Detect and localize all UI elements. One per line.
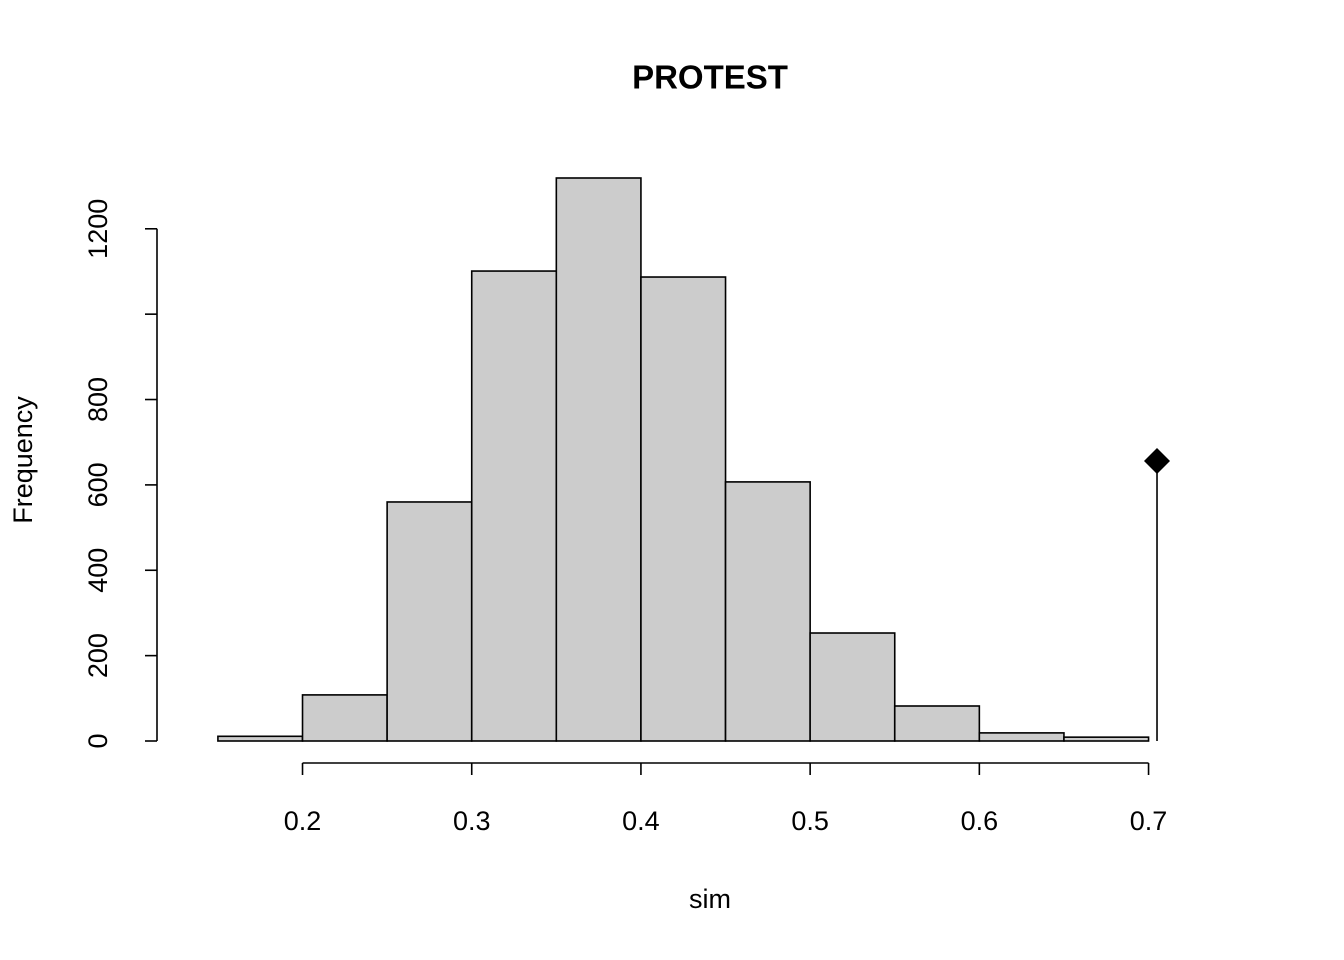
bar	[470, 270, 558, 742]
bar	[217, 735, 304, 742]
x-tick-label: 0.5	[791, 806, 829, 836]
bar	[386, 501, 473, 742]
bar	[555, 177, 642, 742]
bar	[893, 705, 981, 742]
bar	[1063, 736, 1150, 742]
x-tick-label: 0.2	[284, 806, 322, 836]
bar	[301, 694, 388, 742]
bar	[640, 276, 727, 742]
y-tick-label: 400	[83, 548, 113, 593]
chart-title: PROTEST	[632, 59, 788, 96]
x-tick-label: 0.3	[453, 806, 491, 836]
x-tick-label: 0.4	[622, 806, 660, 836]
bar	[809, 632, 896, 742]
y-tick-label: 0	[83, 733, 113, 748]
y-tick-label: 600	[83, 462, 113, 507]
x-tick-label: 0.6	[961, 806, 999, 836]
observed-marker	[1144, 447, 1171, 474]
x-tick-label: 0.7	[1130, 806, 1168, 836]
y-tick-label: 1200	[83, 199, 113, 259]
y-tick-label: 200	[83, 633, 113, 678]
y-tick-label: 800	[83, 377, 113, 422]
bar	[978, 732, 1065, 742]
y-axis-label: Frequency	[8, 396, 38, 524]
bar	[724, 481, 811, 742]
x-axis-label: sim	[689, 884, 731, 914]
